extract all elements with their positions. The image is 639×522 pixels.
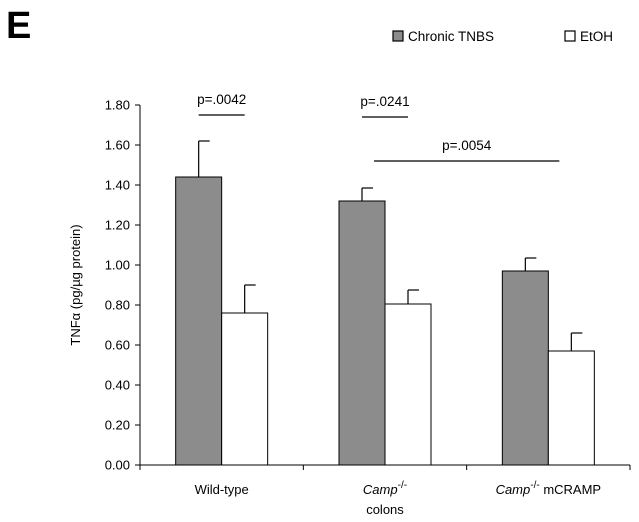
- category-label-superscript: -/-: [398, 480, 407, 491]
- y-tick-label: 0.60: [105, 338, 130, 353]
- category-label-main: Camp: [496, 482, 531, 497]
- significance-annotations: p=.0042 p=.0241 p=.0054: [197, 92, 560, 162]
- y-axis-label: TNFα (pg/µg protein): [68, 224, 83, 345]
- panel-label: E: [6, 5, 31, 47]
- y-tick-label: 1.20: [105, 218, 130, 233]
- bar: [547, 350, 595, 466]
- y-tick-label: 0.80: [105, 298, 130, 313]
- bar: [221, 312, 269, 466]
- category-label: Camp-/-: [363, 480, 407, 497]
- y-tick-label: 0.20: [105, 418, 130, 433]
- category-labels: Wild-type Camp-/- Camp-/- mCRAMP: [195, 480, 602, 497]
- y-tick-label: 1.40: [105, 178, 130, 193]
- y-tick-label: 1.80: [105, 98, 130, 113]
- p-value-label: p=.0054: [442, 138, 492, 153]
- p-value-label: p=.0241: [360, 94, 409, 109]
- bars: [175, 140, 595, 466]
- y-tick-label: 1.60: [105, 138, 130, 153]
- category-label: Camp-/- mCRAMP: [496, 480, 602, 497]
- category-label-suffix: mCRAMP: [540, 482, 601, 497]
- p-value-label: p=.0042: [197, 92, 246, 107]
- legend-swatch-etoh: [564, 30, 576, 42]
- category-label-main: Camp: [363, 482, 398, 497]
- bar: [175, 176, 223, 466]
- legend: Chronic TNBS EtOH: [392, 29, 613, 44]
- bar: [338, 200, 386, 466]
- category-label-main: Wild-type: [195, 482, 249, 497]
- bar: [384, 303, 432, 466]
- bar: [501, 270, 549, 466]
- category-label-superscript: -/-: [530, 480, 539, 491]
- legend-label-chronic-tnbs: Chronic TNBS: [408, 29, 494, 44]
- x-axis-label: colons: [366, 502, 404, 517]
- y-tick-label: 0.40: [105, 378, 130, 393]
- y-tick-label: 0.00: [105, 458, 130, 473]
- legend-swatch-chronic-tnbs: [392, 30, 404, 42]
- legend-label-etoh: EtOH: [580, 29, 613, 44]
- category-label: Wild-type: [195, 482, 249, 497]
- y-tick-label: 1.00: [105, 258, 130, 273]
